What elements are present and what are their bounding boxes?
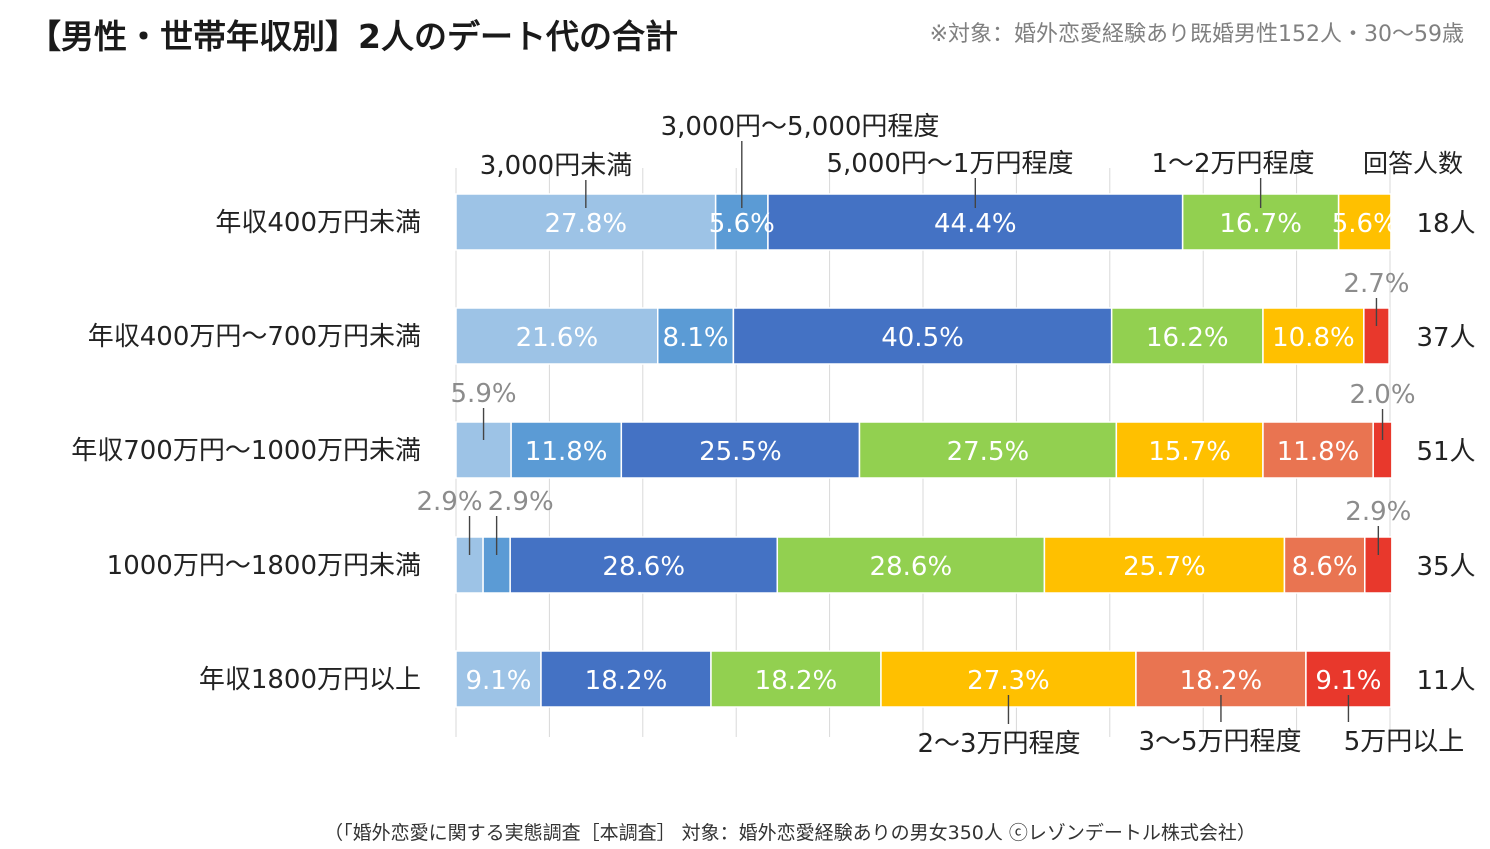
data-label: 27.5% xyxy=(947,437,1030,467)
bar-segment xyxy=(1262,421,1374,479)
data-label: 18.2% xyxy=(755,666,838,696)
data-label: 27.8% xyxy=(545,209,628,239)
bar-segment xyxy=(1305,650,1392,708)
callout-label: 2.9% xyxy=(417,487,483,517)
callout-label: 5.9% xyxy=(451,379,517,409)
source-footer: （「婚外恋愛に関する実態調査［本調査］ 対象：婚外恋愛経験ありの男女350人 ⓒ… xyxy=(324,822,1256,844)
data-label: 5.6% xyxy=(1332,209,1398,239)
bar-segment xyxy=(732,307,1113,365)
callout-label: 2.0% xyxy=(1349,380,1415,410)
category-label: 年収700万円～1000万円未満 xyxy=(71,436,421,466)
data-label: 21.6% xyxy=(516,323,599,353)
bar-segment xyxy=(710,650,882,708)
bar-segment xyxy=(1043,536,1286,594)
count-header: 回答人数 xyxy=(1363,149,1463,178)
data-label: 8.6% xyxy=(1292,552,1358,582)
data-label: 16.2% xyxy=(1146,323,1229,353)
data-label: 10.8% xyxy=(1272,323,1355,353)
category-label: 1000万円～1800万円未満 xyxy=(107,551,421,581)
category-label: 年収400万円未満 xyxy=(215,208,421,238)
legend-label: 3,000円～5,000円程度 xyxy=(661,112,940,142)
category-label: 年収1800万円以上 xyxy=(199,665,421,695)
legend-label: 5万円以上 xyxy=(1344,727,1465,757)
data-label: 5.6% xyxy=(709,209,775,239)
bar-segment xyxy=(1283,536,1366,594)
bar-segments xyxy=(455,193,1393,708)
data-label: 28.6% xyxy=(870,552,953,582)
data-label: 9.1% xyxy=(465,666,531,696)
legend-label: 2～3万円程度 xyxy=(917,729,1080,759)
respondent-count: 18人 xyxy=(1416,209,1475,239)
respondent-count: 37人 xyxy=(1416,323,1475,353)
data-label: 40.5% xyxy=(881,323,964,353)
data-label: 18.2% xyxy=(585,666,668,696)
bar-segment xyxy=(455,650,542,708)
data-label: 15.7% xyxy=(1148,437,1231,467)
bar-segment xyxy=(455,307,659,365)
respondent-counts: 18人 37人 51人 35人 11人 xyxy=(1416,209,1475,696)
data-label: 44.4% xyxy=(934,209,1017,239)
category-labels: 年収400万円未満年収400万円～700万円未満年収700万円～1000万円未満… xyxy=(71,208,421,695)
chart-subtitle: ※対象：婚外恋愛経験あり既婚男性152人・30～59歳 xyxy=(929,22,1464,47)
data-label: 8.1% xyxy=(663,323,729,353)
data-label: 25.5% xyxy=(699,437,782,467)
series-legend: 3,000円未満 3,000円～5,000円程度 5,000円～1万円程度 1～2万円… xyxy=(480,112,1464,759)
legend-label: 1～2万円程度 xyxy=(1151,149,1314,179)
respondent-count: 51人 xyxy=(1416,437,1475,467)
data-label: 11.8% xyxy=(1277,437,1360,467)
bar-segment xyxy=(656,307,735,365)
callout-label: 2.9% xyxy=(488,487,554,517)
data-label: 16.7% xyxy=(1219,209,1302,239)
data-label: 28.6% xyxy=(602,552,685,582)
data-labels: 27.8% 5.6% 44.4% 16.7% 5.6% 21.6% 8.1% 40.5% 16.… xyxy=(465,209,1397,696)
bar-segment xyxy=(858,421,1118,479)
chart-title: 【男性・世帯年収別】2人のデート代の合計 xyxy=(28,17,678,56)
legend-label: 3,000円未満 xyxy=(480,151,632,181)
legend-label: 5,000円～1万円程度 xyxy=(827,149,1074,179)
bar-segment xyxy=(1110,307,1264,365)
bar-segment xyxy=(776,536,1046,594)
respondent-count: 35人 xyxy=(1416,552,1475,582)
callout-label: 2.7% xyxy=(1343,269,1409,299)
bar-segment xyxy=(1115,421,1264,479)
data-label: 11.8% xyxy=(525,437,608,467)
data-label: 18.2% xyxy=(1180,666,1263,696)
bar-segment xyxy=(509,536,779,594)
legend-label: 3～5万円程度 xyxy=(1138,727,1301,757)
callout-labels: 2.7%5.9% 2.0%2.9% 2.9% 2.9% xyxy=(417,269,1416,555)
respondent-count: 11人 xyxy=(1416,666,1475,696)
data-label: 9.1% xyxy=(1315,666,1381,696)
category-label: 年収400万円～700万円未満 xyxy=(88,322,421,352)
bar-segment xyxy=(540,650,712,708)
bar-segment xyxy=(1262,307,1365,365)
callout-label: 2.9% xyxy=(1345,497,1411,527)
data-label: 25.7% xyxy=(1123,552,1206,582)
data-label: 27.3% xyxy=(967,666,1050,696)
bar-segment xyxy=(1337,193,1392,251)
